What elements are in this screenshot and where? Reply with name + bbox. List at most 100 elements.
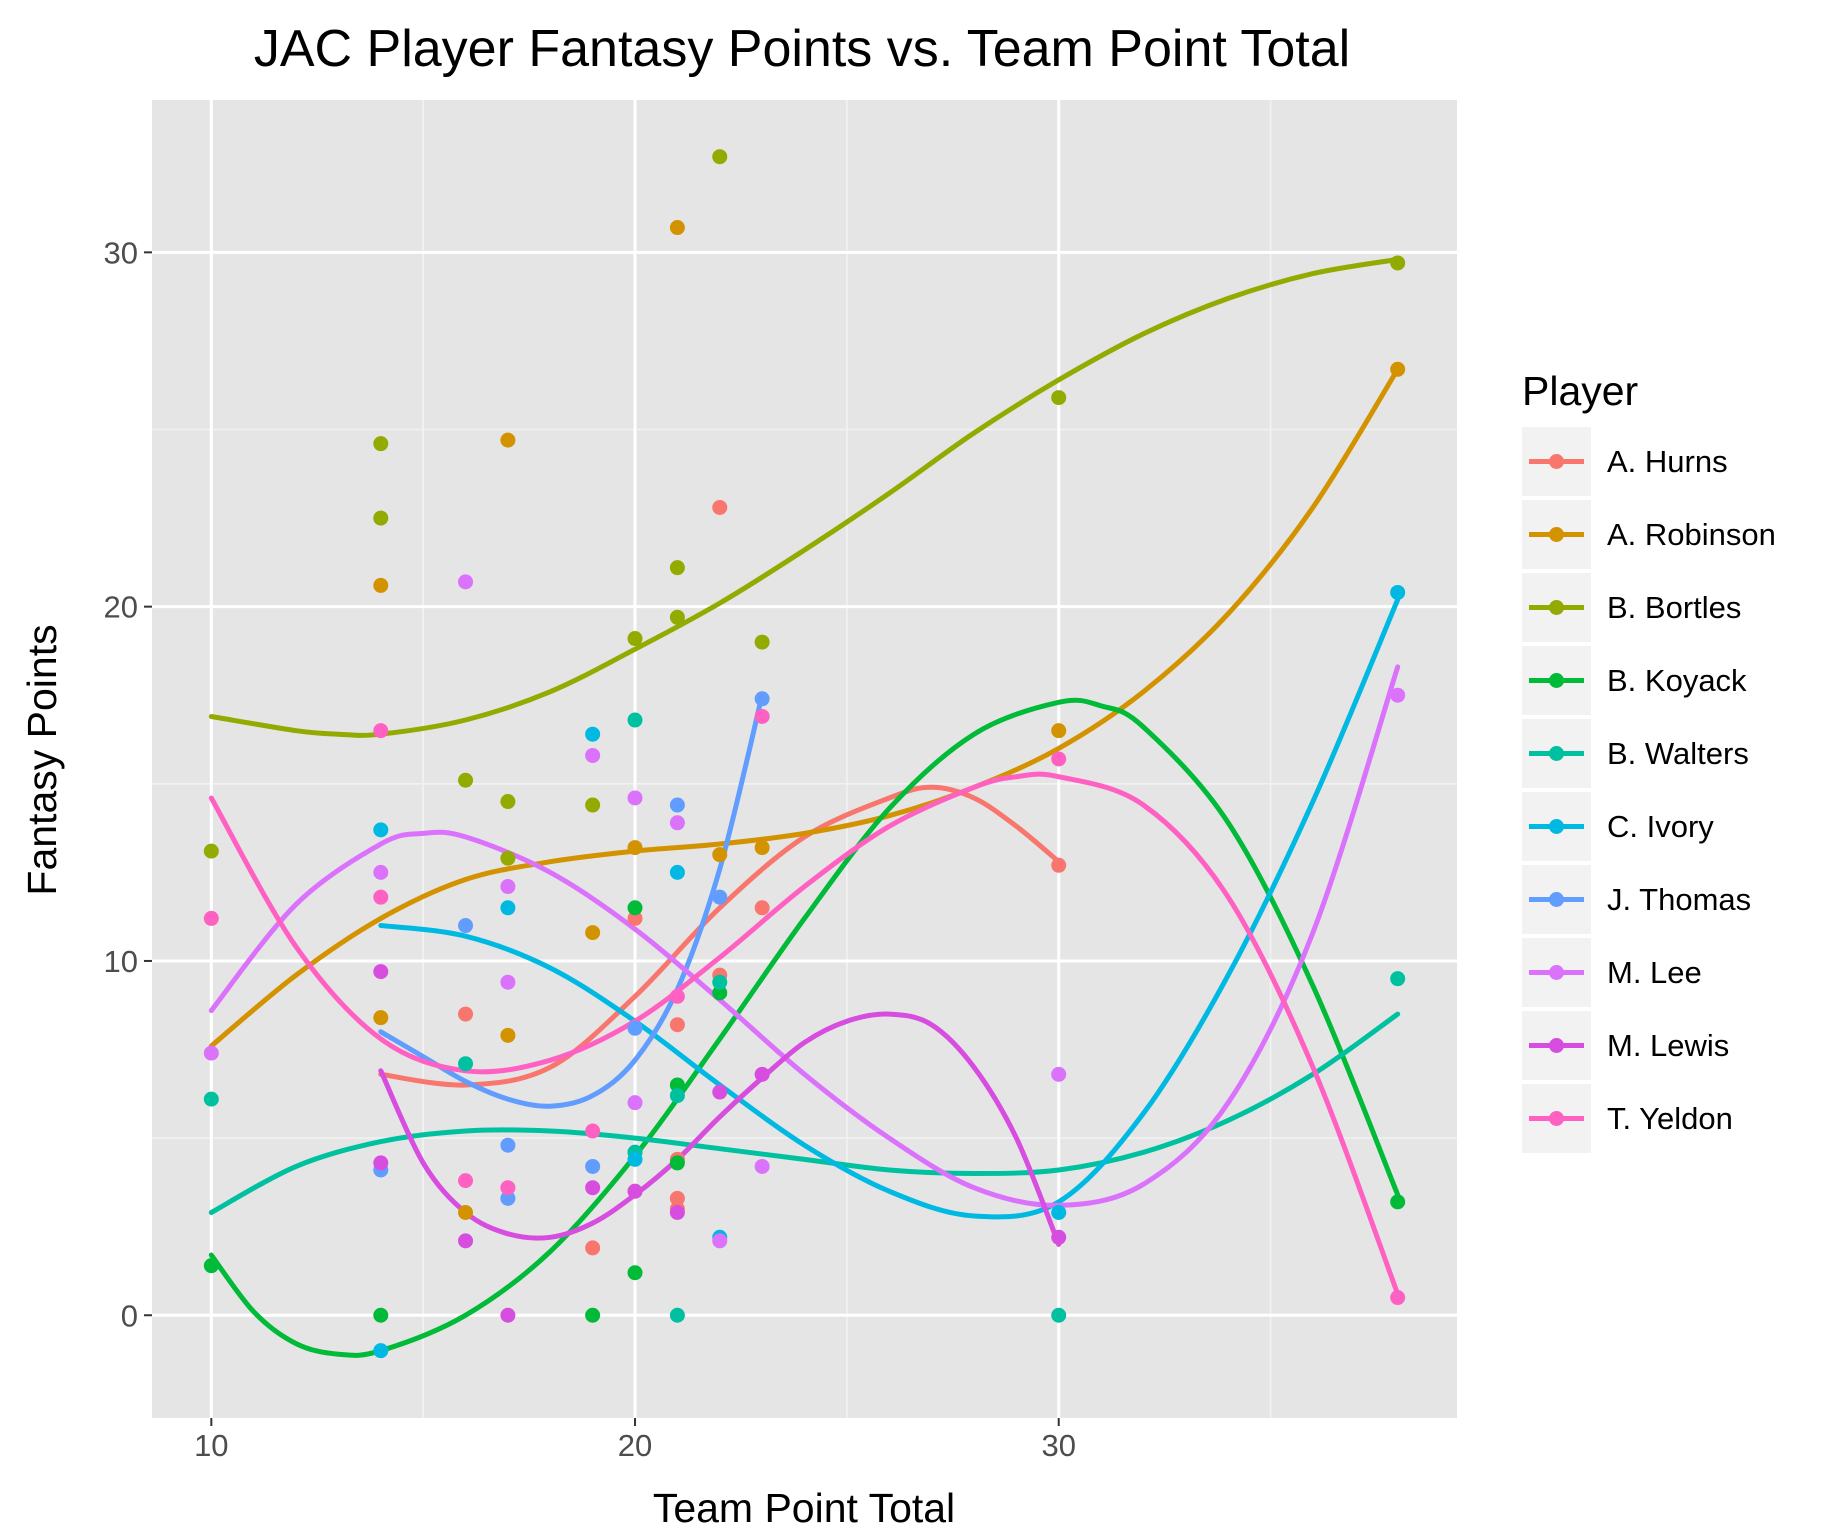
data-point-b-bortles: [712, 149, 728, 165]
data-point-a-robinson: [458, 1205, 474, 1221]
legend-item-a-hurns: A. Hurns: [1522, 427, 1728, 496]
smooth-line-c-ivory: [378, 597, 1401, 1220]
data-point-b-koyack: [669, 1155, 685, 1171]
data-point-b-walters: [458, 1056, 474, 1072]
data-point-m-lewis: [754, 1066, 770, 1082]
legend-key-point: [1549, 673, 1564, 688]
data-point-m-lee: [373, 864, 389, 880]
legend-label: J. Thomas: [1607, 882, 1751, 917]
legend-label: B. Koyack: [1607, 663, 1747, 698]
data-point-m-lewis: [373, 1155, 389, 1171]
smooth-curves: [208, 256, 1401, 1358]
data-point-t-yeldon: [458, 1173, 474, 1189]
x-tick-label: 30: [1041, 1428, 1075, 1463]
grid-minor: [152, 100, 1457, 1418]
data-point-a-robinson: [500, 1027, 516, 1043]
data-point-m-lee: [754, 1158, 770, 1174]
data-point-b-bortles: [669, 560, 685, 576]
legend-title: Player: [1522, 368, 1638, 414]
data-point-b-walters: [627, 712, 643, 728]
legend-item-b-bortles: B. Bortles: [1522, 573, 1741, 642]
data-point-a-hurns: [458, 1006, 474, 1022]
legend-label: C. Ivory: [1607, 809, 1714, 844]
smooth-line-a-robinson: [208, 366, 1401, 1049]
data-point-m-lewis: [669, 1205, 685, 1221]
data-point-a-robinson: [712, 847, 728, 863]
legend-item-t-yeldon: T. Yeldon: [1522, 1084, 1733, 1153]
legend: Player A. Hurns A. Robinson B. Bortles B. K…: [1522, 368, 1776, 1153]
data-point-c-ivory: [373, 1343, 389, 1359]
data-point-t-yeldon: [1051, 751, 1067, 767]
data-point-c-ivory: [585, 726, 601, 742]
y-axis-ticks: 0 10 20 30: [104, 235, 152, 1333]
x-tick-label: 20: [618, 1428, 652, 1463]
y-tick-label: 30: [104, 235, 138, 270]
data-point-m-lee: [712, 1233, 728, 1249]
legend-item-c-ivory: C. Ivory: [1522, 792, 1714, 861]
data-point-b-koyack: [585, 1307, 601, 1323]
smooth-line-j-thomas: [378, 692, 765, 1109]
data-points: [203, 149, 1406, 1359]
data-point-j-thomas: [500, 1190, 516, 1206]
data-point-m-lee: [627, 1095, 643, 1111]
x-tick-label: 10: [194, 1428, 228, 1463]
data-point-a-robinson: [1390, 361, 1406, 377]
data-point-c-ivory: [1390, 584, 1406, 600]
data-point-c-ivory: [373, 822, 389, 838]
legend-key-point: [1549, 819, 1564, 834]
data-point-b-walters: [1051, 1307, 1067, 1323]
data-point-c-ivory: [669, 864, 685, 880]
data-point-b-bortles: [373, 436, 389, 452]
legend-item-m-lewis: M. Lewis: [1522, 1011, 1729, 1080]
data-point-b-walters: [1390, 971, 1406, 987]
data-point-t-yeldon: [585, 1123, 601, 1139]
data-point-b-koyack: [669, 1077, 685, 1093]
y-tick-label: 0: [121, 1298, 138, 1333]
legend-label: B. Bortles: [1607, 590, 1741, 625]
data-point-m-lee: [203, 1045, 219, 1061]
data-point-b-bortles: [1390, 255, 1406, 271]
legend-item-m-lee: M. Lee: [1522, 938, 1702, 1007]
data-point-a-robinson: [500, 432, 516, 448]
data-point-t-yeldon: [500, 1180, 516, 1196]
y-axis-title: Fantasy Points: [19, 624, 65, 895]
legend-label: A. Robinson: [1607, 517, 1776, 552]
data-point-t-yeldon: [1390, 1290, 1406, 1306]
data-point-t-yeldon: [373, 723, 389, 739]
data-point-j-thomas: [458, 918, 474, 934]
data-point-m-lewis: [1051, 1229, 1067, 1245]
data-point-b-walters: [669, 1088, 685, 1104]
data-point-j-thomas: [627, 1020, 643, 1036]
data-point-m-lewis: [627, 1183, 643, 1199]
data-point-a-robinson: [669, 220, 685, 236]
data-point-b-koyack: [712, 985, 728, 1001]
legend-item-a-robinson: A. Robinson: [1522, 500, 1776, 569]
data-point-m-lewis: [712, 1084, 728, 1100]
data-point-b-koyack: [627, 1265, 643, 1281]
legend-item-j-thomas: J. Thomas: [1522, 865, 1751, 934]
data-point-b-bortles: [754, 634, 770, 650]
data-point-b-bortles: [500, 794, 516, 810]
data-point-m-lee: [1051, 1066, 1067, 1082]
data-point-b-koyack: [1390, 1194, 1406, 1210]
legend-label: M. Lewis: [1607, 1028, 1729, 1063]
data-point-j-thomas: [754, 691, 770, 707]
data-point-t-yeldon: [754, 708, 770, 724]
y-tick-label: 10: [104, 944, 138, 979]
data-point-m-lewis: [585, 1180, 601, 1196]
smooth-line-m-lee: [208, 664, 1401, 1208]
x-axis-title: Team Point Total: [653, 1485, 955, 1529]
data-point-a-hurns: [585, 1240, 601, 1256]
x-axis-ticks: 10 20 30: [194, 1418, 1076, 1463]
data-point-t-yeldon: [203, 910, 219, 926]
data-point-a-hurns: [669, 1190, 685, 1206]
data-point-a-hurns: [754, 900, 770, 916]
data-point-m-lee: [585, 747, 601, 763]
data-point-c-ivory: [627, 1151, 643, 1167]
data-point-a-robinson: [1051, 723, 1067, 739]
data-point-b-walters: [203, 1091, 219, 1107]
data-point-m-lee: [500, 974, 516, 990]
legend-key-point: [1549, 892, 1564, 907]
legend-label: A. Hurns: [1607, 444, 1728, 479]
data-point-a-hurns: [712, 499, 728, 515]
